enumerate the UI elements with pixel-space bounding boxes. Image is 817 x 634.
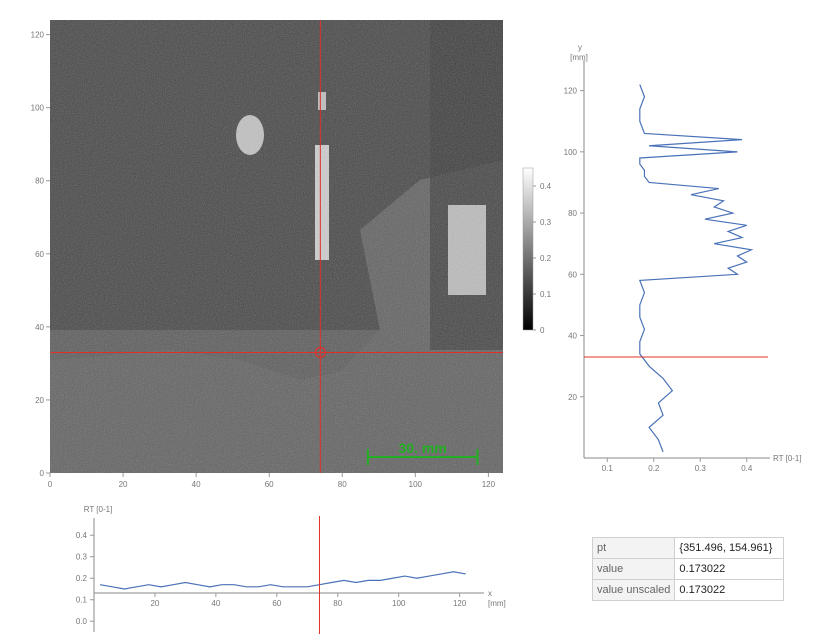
vprofile-x-tick-label: 0.4 (741, 464, 753, 473)
x-tick-label: 100 (409, 480, 423, 489)
y-tick-label: 60 (35, 250, 44, 259)
hprofile-x-tick-label: 120 (453, 599, 467, 608)
x-tick-label: 0 (48, 480, 53, 489)
hprofile-x-tick-label: 100 (392, 599, 406, 608)
vprofile-y-tick-label: 120 (564, 87, 578, 96)
colorbar-tick-label: 0.2 (540, 254, 552, 263)
hprofile-x-tick-label: 20 (150, 599, 159, 608)
x-tick-label: 80 (338, 480, 347, 489)
radiograph-image (50, 20, 503, 473)
colorbar-tick-label: 0 (540, 326, 545, 335)
scale-bar: 30. mm (366, 440, 479, 465)
hprofile-y-tick-label: 0.0 (76, 617, 88, 626)
color-bar: 0 0.1 0.2 0.3 0.4 (522, 167, 552, 335)
vprofile-series-line (638, 84, 754, 453)
hprofile-y-label: RT [0-1] (84, 505, 113, 514)
hprofile-x-tick-label: 80 (333, 599, 342, 608)
y-tick-label: 100 (31, 104, 45, 113)
x-tick-label: 40 (192, 480, 201, 489)
vprofile-x-tick-label: 0.3 (695, 464, 707, 473)
x-tick-label: 120 (482, 480, 496, 489)
y-tick-label: 0 (40, 469, 45, 478)
readout-key-unscaled: value unscaled (591, 579, 676, 601)
readout-table: pt {351.496, 154.961} value 0.173022 val… (591, 537, 785, 601)
readout-value-value: 0.173022 (674, 558, 785, 580)
vprofile-y-tick-label: 20 (568, 393, 577, 402)
x-tick-label: 20 (119, 480, 128, 489)
vprofile-x-tick-label: 0.2 (648, 464, 660, 473)
x-tick-label: 60 (265, 480, 274, 489)
image-axes: 0 20 40 60 80 100 120 0 20 40 60 80 100 120 (31, 31, 496, 489)
hprofile-y-tick-label: 0.2 (76, 574, 88, 583)
readout-value-unscaled: 0.173022 (674, 579, 785, 601)
table-row: pt {351.496, 154.961} (591, 537, 785, 559)
colorbar-tick-label: 0.4 (540, 182, 552, 191)
scale-bar-label: 30. mm (399, 440, 447, 456)
hprofile-y-tick-label: 0.1 (76, 596, 88, 605)
vprofile-y-label: y (578, 43, 582, 52)
hprofile-x-tick-label: 40 (211, 599, 220, 608)
hprofile-x-tick-label: 60 (272, 599, 281, 608)
horizontal-profile-plot[interactable]: RT [0-1] x [mm] 20 40 60 80 100 120 0.0 0.1 0.2 0… (76, 505, 506, 634)
y-tick-label: 20 (35, 396, 44, 405)
y-tick-label: 120 (31, 31, 45, 40)
crosshair-marker-icon[interactable] (314, 346, 326, 359)
hprofile-x-label: x (488, 589, 492, 598)
readout-key-pt: pt (591, 537, 676, 559)
vertical-profile-plot[interactable]: y [mm] RT [0-1] 0.1 0.2 0.3 0.4 20 40 60 80 100 1… (564, 43, 802, 473)
hprofile-y-tick-label: 0.4 (76, 531, 88, 540)
vprofile-y-tick-label: 100 (564, 148, 578, 157)
y-tick-label: 40 (35, 323, 44, 332)
vprofile-y-tick-label: 40 (568, 332, 577, 341)
hprofile-y-tick-label: 0.3 (76, 553, 88, 562)
y-tick-label: 80 (35, 177, 44, 186)
colorbar-tick-label: 0.3 (540, 218, 552, 227)
vprofile-x-label: RT [0-1] (773, 454, 802, 463)
vprofile-y-unit: [mm] (570, 53, 588, 62)
hprofile-x-unit: [mm] (488, 599, 506, 608)
vprofile-y-tick-label: 60 (568, 270, 577, 279)
hprofile-series-line (99, 571, 466, 590)
vprofile-y-tick-label: 80 (568, 209, 577, 218)
colorbar-tick-label: 0.1 (540, 290, 552, 299)
crosshair[interactable] (50, 20, 503, 473)
table-row: value unscaled 0.173022 (591, 579, 785, 601)
readout-key-value: value (591, 558, 676, 580)
readout-value-pt: {351.496, 154.961} (674, 537, 785, 559)
vprofile-x-tick-label: 0.1 (602, 464, 614, 473)
table-row: value 0.173022 (591, 558, 785, 580)
